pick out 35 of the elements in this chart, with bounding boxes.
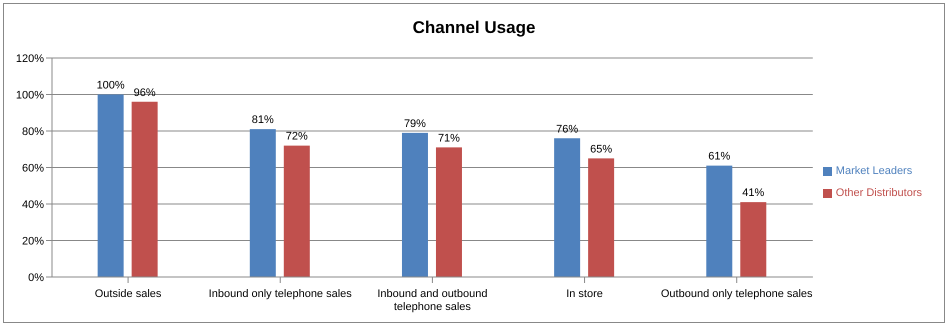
- y-tick-label: 100%: [16, 89, 44, 102]
- data-label: 81%: [252, 114, 274, 126]
- x-tick-label: Inbound and outbound telephone sales: [377, 288, 488, 313]
- bar: [588, 158, 614, 277]
- x-tick-label: Outbound only telephone sales: [660, 288, 814, 300]
- y-tick-label: 120%: [16, 52, 44, 65]
- x-tick-label: In store: [566, 288, 603, 300]
- x-tick-label: Inbound only telephone sales: [208, 288, 352, 300]
- data-label: 61%: [708, 150, 731, 163]
- bar: [554, 138, 580, 277]
- bar: [250, 129, 276, 277]
- data-label: 72%: [286, 130, 308, 143]
- chart-title: Channel Usage: [412, 18, 536, 39]
- y-tick-label: 80%: [22, 126, 44, 138]
- y-tick-label: 20%: [22, 235, 44, 248]
- bar: [740, 202, 766, 277]
- data-label: 76%: [556, 123, 578, 136]
- bar: [132, 102, 158, 277]
- data-label: 96%: [134, 86, 156, 99]
- data-label: 65%: [590, 143, 612, 156]
- data-label: 100%: [96, 80, 125, 92]
- bar: [436, 147, 462, 277]
- data-label: 71%: [438, 132, 460, 144]
- x-tick-label: Outside sales: [94, 288, 162, 300]
- bar: [402, 132, 428, 277]
- y-tick-label: 40%: [22, 198, 44, 211]
- y-tick-label: 0%: [28, 272, 44, 284]
- legend-label: Other Distributors: [836, 187, 922, 199]
- bar: [284, 146, 310, 277]
- legend-label: Market Leaders: [836, 165, 912, 177]
- bar: [98, 94, 124, 277]
- bar: [706, 166, 732, 277]
- y-tick-label: 60%: [22, 162, 44, 174]
- data-label: 41%: [742, 187, 765, 200]
- data-label: 79%: [404, 118, 426, 130]
